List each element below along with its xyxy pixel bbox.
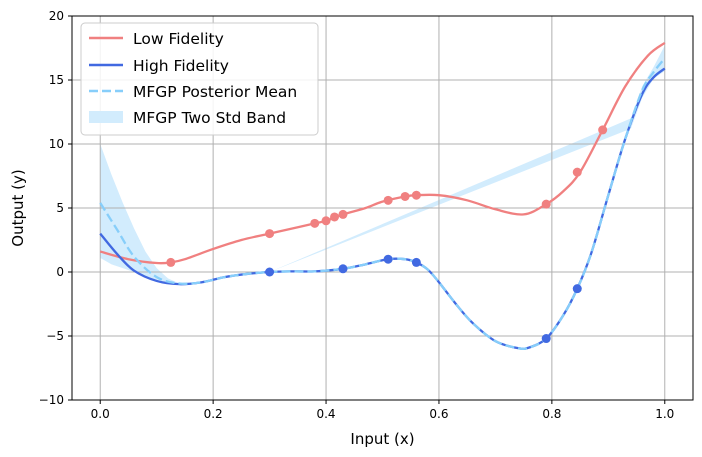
y-tick-label-5: 15 (49, 73, 64, 87)
low-fidelity-samples-point-2 (310, 218, 320, 228)
high-fidelity-samples-point-3 (411, 257, 421, 267)
low-fidelity-samples-point-5 (338, 209, 348, 219)
low-fidelity-samples-point-10 (572, 167, 582, 177)
y-tick-label-0: −10 (39, 393, 64, 407)
low-fidelity-samples-point-6 (383, 195, 393, 205)
legend-label-mfgp-band: MFGP Two Std Band (133, 109, 286, 127)
low-fidelity-samples-point-7 (400, 191, 410, 201)
ticks-layer: 0.0 0.2 0.4 0.6 0.8 1.0 −10 −5 0 5 10 15 20 (39, 9, 675, 421)
mfgp-posterior-mean-line (99, 57, 666, 350)
low-fidelity-samples-point-4 (330, 212, 340, 222)
x-tick-label-0: 0.0 (91, 407, 110, 421)
x-tick-label-3: 0.6 (429, 407, 448, 421)
high-fidelity-samples-point-4 (541, 334, 551, 344)
x-tick-label-5: 1.0 (655, 407, 674, 421)
legend-frame (80, 22, 319, 136)
legend-mfgp-band-swatch (89, 111, 123, 123)
high-fidelity-samples-point-1 (338, 264, 348, 274)
low-fidelity-samples-point-8 (411, 190, 421, 200)
legend-label-high-fidelity: High Fidelity (133, 57, 229, 75)
y-tick-label-3: 5 (56, 201, 64, 215)
low-fidelity-line (99, 41, 666, 265)
points-layer (166, 125, 608, 344)
y-tick-label-1: −5 (46, 329, 64, 343)
high-fidelity-samples-point-0 (265, 267, 275, 277)
y-tick-label-4: 10 (49, 137, 64, 151)
low-fidelity-samples-point-11 (598, 125, 608, 135)
high-fidelity-samples-point-5 (572, 284, 582, 294)
legend-label-low-fidelity: Low Fidelity (133, 30, 224, 48)
low-fidelity-samples-point-0 (166, 257, 176, 267)
x-tick-label-4: 0.8 (542, 407, 561, 421)
series-layer (99, 41, 666, 350)
x-axis-title: Input (x) (350, 430, 414, 448)
y-axis-title: Output (y) (9, 169, 27, 246)
legend: Low Fidelity High Fidelity MFGP Posterio… (80, 22, 319, 136)
x-tick-label-2: 0.4 (316, 407, 335, 421)
low-fidelity-samples-point-9 (541, 199, 551, 209)
y-tick-label-2: 0 (56, 265, 64, 279)
y-tick-label-6: 20 (49, 9, 64, 23)
low-fidelity-samples-point-3 (321, 216, 331, 226)
high-fidelity-samples-point-2 (383, 254, 393, 264)
x-tick-label-1: 0.2 (204, 407, 223, 421)
legend-label-mfgp-mean: MFGP Posterior Mean (133, 83, 297, 101)
low-fidelity-samples-point-1 (265, 229, 275, 239)
